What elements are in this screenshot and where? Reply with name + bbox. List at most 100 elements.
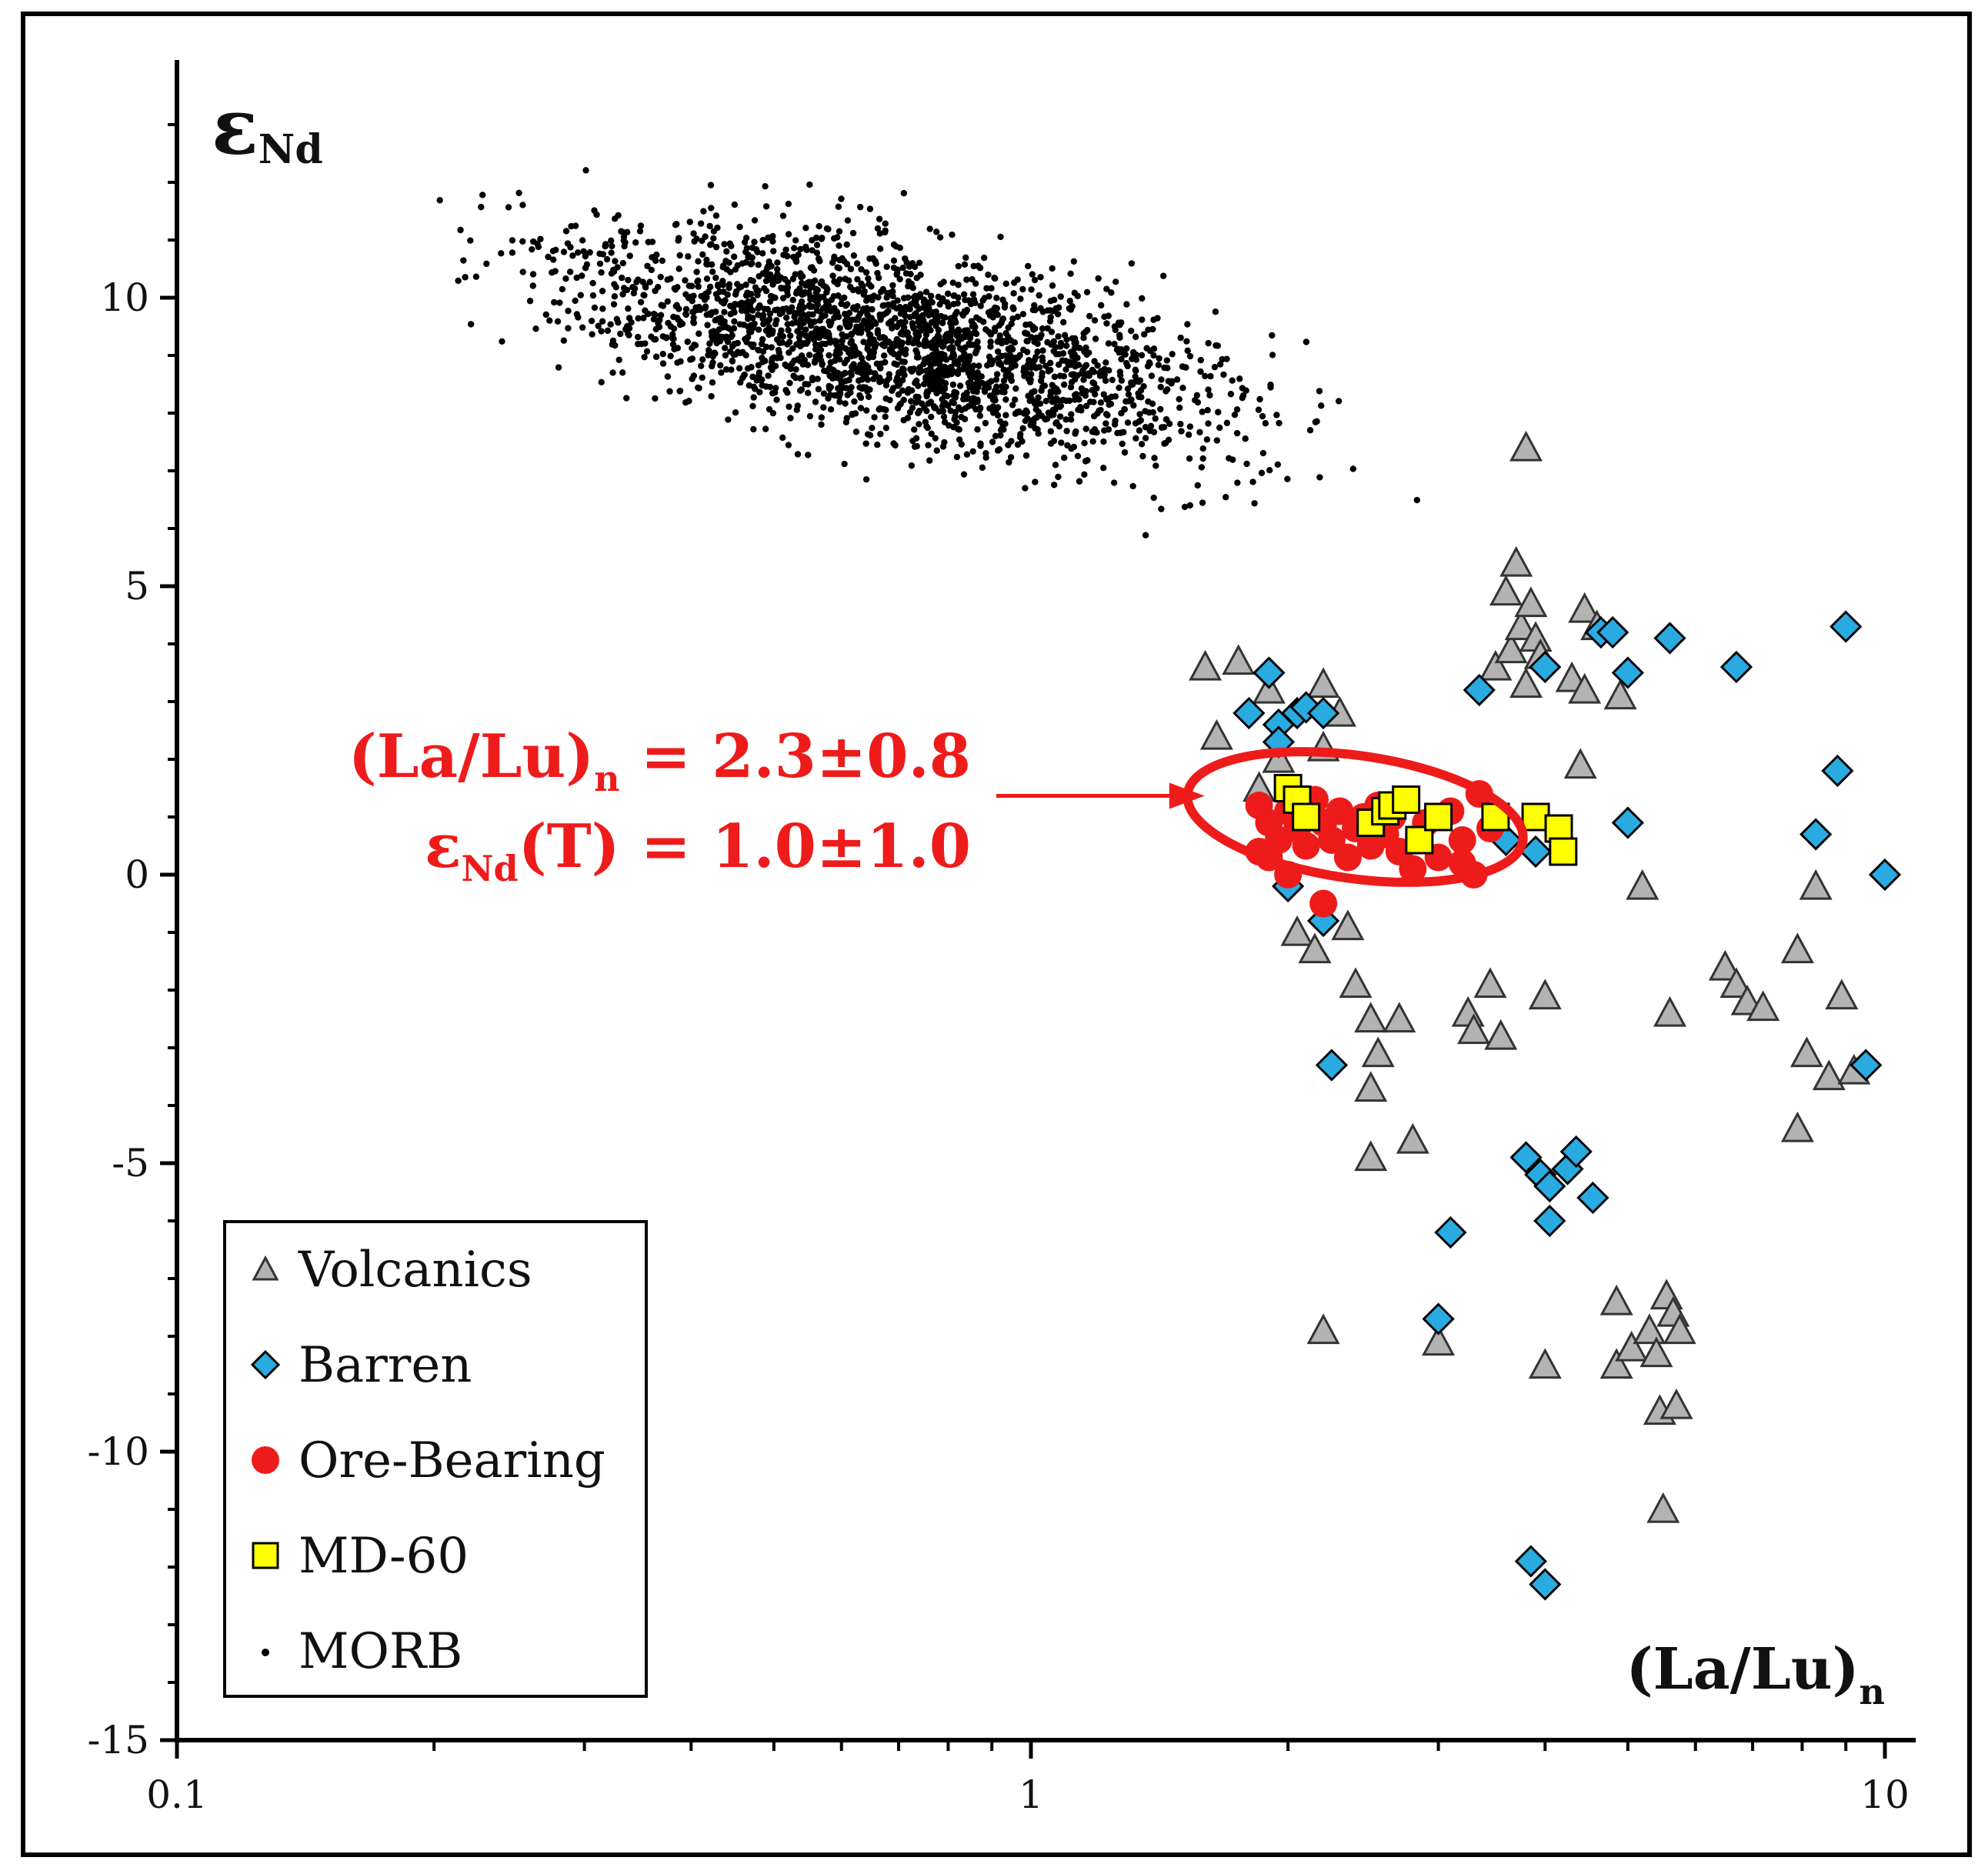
morb-point bbox=[652, 395, 659, 402]
morb-point bbox=[893, 338, 900, 345]
morb-point bbox=[907, 271, 914, 278]
morb-point bbox=[816, 222, 822, 230]
morb-point bbox=[1138, 441, 1146, 448]
morb-point bbox=[1071, 289, 1079, 296]
volcanics-point bbox=[1354, 1002, 1388, 1033]
volcanics-point bbox=[1422, 1325, 1456, 1356]
morb-point bbox=[792, 290, 800, 297]
morb-point bbox=[676, 321, 684, 328]
morb-point bbox=[822, 340, 829, 348]
morb-point bbox=[564, 240, 572, 247]
morb-point bbox=[742, 300, 749, 307]
morb-point bbox=[1057, 293, 1064, 300]
morb-point bbox=[759, 250, 766, 257]
morb-point bbox=[1031, 388, 1038, 395]
morb-point bbox=[969, 448, 976, 455]
morb-point bbox=[831, 278, 838, 285]
morb-point bbox=[913, 442, 920, 450]
morb-point bbox=[649, 238, 656, 245]
morb-point bbox=[1186, 423, 1194, 430]
morb-point bbox=[725, 416, 732, 423]
morb-point bbox=[1062, 397, 1070, 405]
morb-point bbox=[827, 406, 835, 413]
morb-point bbox=[1000, 366, 1007, 373]
morb-point bbox=[1096, 372, 1104, 379]
morb-point bbox=[775, 346, 782, 354]
annotation-line-2: εNd(T) = 1.0±1.0 bbox=[425, 812, 971, 889]
morb-point bbox=[787, 415, 794, 422]
morb-point bbox=[843, 333, 850, 340]
morb-point bbox=[1031, 338, 1038, 345]
morb-point bbox=[905, 385, 912, 393]
morb-point bbox=[712, 275, 719, 282]
morb-point bbox=[895, 391, 902, 398]
morb-point bbox=[676, 252, 683, 259]
morb-point bbox=[809, 247, 816, 254]
morb-point bbox=[1111, 479, 1118, 486]
x-tick-label: 1 bbox=[1019, 1772, 1043, 1817]
morb-point bbox=[1035, 430, 1042, 437]
morb-point bbox=[973, 388, 980, 395]
morb-point bbox=[876, 313, 884, 320]
barren-point bbox=[1434, 1215, 1467, 1249]
volcanics-point bbox=[1780, 1111, 1814, 1142]
morb-point bbox=[478, 203, 485, 211]
morb-point bbox=[784, 321, 791, 328]
morb-point bbox=[1121, 448, 1129, 456]
morb-point bbox=[929, 368, 937, 375]
morb-point bbox=[944, 392, 951, 400]
morb-point bbox=[987, 331, 995, 338]
volcanics-point bbox=[1396, 1122, 1429, 1154]
volcanics-point bbox=[1361, 1036, 1395, 1068]
morb-point bbox=[877, 288, 885, 295]
morb-point bbox=[769, 238, 776, 245]
morb-point bbox=[1083, 288, 1091, 296]
morb-point bbox=[960, 392, 968, 399]
morb-point bbox=[626, 252, 633, 259]
morb-point bbox=[1071, 345, 1078, 352]
morb-point bbox=[664, 373, 672, 380]
morb-point bbox=[694, 278, 701, 285]
morb-point bbox=[715, 282, 722, 290]
morb-point bbox=[722, 345, 729, 352]
morb-point bbox=[956, 426, 962, 433]
morb-point bbox=[648, 266, 655, 274]
morb-point bbox=[923, 388, 931, 395]
morb-point bbox=[860, 305, 867, 312]
morb-point bbox=[793, 406, 800, 413]
morb-point bbox=[1349, 465, 1357, 472]
morb-point bbox=[610, 266, 617, 274]
morb-point bbox=[866, 255, 873, 262]
morb-point bbox=[1142, 408, 1149, 415]
morb-point bbox=[807, 296, 814, 303]
morb-point bbox=[869, 305, 876, 313]
morb-point bbox=[869, 353, 876, 360]
morb-point bbox=[706, 222, 713, 230]
barren-point bbox=[1596, 615, 1629, 649]
morb-point bbox=[612, 342, 619, 349]
barren-point bbox=[1611, 806, 1644, 839]
morb-point bbox=[1197, 368, 1204, 375]
morb-point bbox=[861, 288, 868, 295]
morb-point bbox=[772, 321, 779, 328]
morb-point bbox=[994, 348, 1002, 355]
morb-point bbox=[874, 441, 881, 448]
morb-point bbox=[632, 239, 639, 246]
morb-point bbox=[1008, 320, 1015, 328]
morb-point bbox=[579, 272, 585, 279]
morb-point bbox=[1111, 421, 1119, 428]
morb-point bbox=[892, 377, 900, 385]
morb-point bbox=[916, 421, 922, 428]
morb-point bbox=[876, 215, 883, 222]
morb-point bbox=[930, 403, 938, 410]
morb-point bbox=[961, 415, 969, 423]
morb-point bbox=[1046, 318, 1054, 325]
md60-point bbox=[1405, 825, 1434, 855]
morb-point bbox=[1089, 438, 1096, 445]
morb-point bbox=[770, 248, 777, 255]
morb-point bbox=[807, 332, 815, 338]
morb-point bbox=[886, 371, 892, 378]
ore-point bbox=[1309, 889, 1338, 918]
